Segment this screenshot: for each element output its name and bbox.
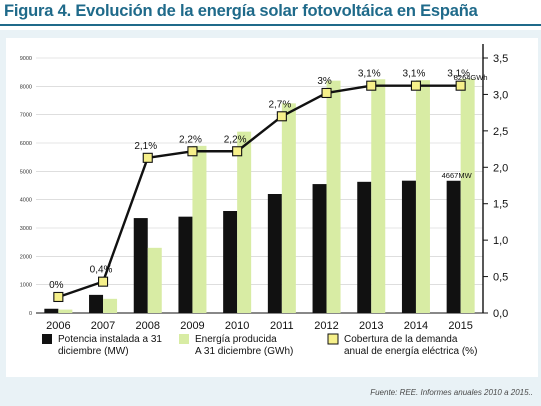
bar-energia bbox=[415, 80, 430, 313]
y-left-tick-label: 4000 bbox=[20, 198, 32, 204]
line-marker bbox=[366, 80, 377, 91]
legend-swatch bbox=[327, 333, 339, 345]
data-label-cobertura: 0% bbox=[49, 280, 64, 291]
line-marker bbox=[98, 276, 109, 287]
y-left-tick-label: 2000 bbox=[20, 254, 32, 260]
title-rule bbox=[0, 24, 541, 26]
x-tick-label: 2007 bbox=[91, 320, 115, 332]
data-label-cobertura: 2,7% bbox=[268, 99, 291, 110]
y-right-tick-label: 1,0 bbox=[493, 235, 508, 247]
annotation-label: 8264GWh bbox=[454, 73, 488, 82]
data-label-cobertura: 3,1% bbox=[403, 69, 426, 80]
data-label-cobertura: 0,4% bbox=[90, 265, 113, 276]
legend-label-line1: Potencia instalada a 31 bbox=[58, 334, 162, 345]
x-tick-label: 2012 bbox=[314, 320, 338, 332]
legend-swatch bbox=[179, 334, 189, 344]
figure-title: Figura 4. Evolución de la energía solar … bbox=[4, 2, 478, 20]
y-left-tick-label: 3000 bbox=[20, 226, 32, 232]
y-right-tick-label: 1,5 bbox=[493, 199, 508, 211]
bar-potencia bbox=[44, 308, 59, 313]
bar-potencia bbox=[446, 180, 461, 313]
x-tick-label: 2006 bbox=[46, 320, 70, 332]
line-cobertura bbox=[57, 84, 461, 299]
line-marker bbox=[455, 80, 466, 91]
bar-potencia bbox=[89, 294, 104, 313]
legend-label-line2: diciembre (MW) bbox=[58, 346, 129, 357]
x-tick-label: 2008 bbox=[136, 320, 160, 332]
y-right-tick-label: 3,5 bbox=[493, 53, 508, 65]
source-note: Fuente: REE. Informes anuales 2010 a 201… bbox=[370, 388, 533, 397]
data-label-cobertura: 2,2% bbox=[179, 134, 202, 145]
bar-energia bbox=[237, 131, 252, 313]
legend-swatch bbox=[42, 334, 52, 344]
x-tick-label: 2015 bbox=[448, 320, 472, 332]
y-left-tick-label: 6000 bbox=[20, 141, 32, 147]
bar-potencia bbox=[223, 211, 238, 313]
legend-label-line1: Energía producida bbox=[195, 334, 277, 345]
bar-potencia bbox=[357, 181, 372, 313]
bar-potencia bbox=[401, 180, 416, 313]
x-tick-label: 2011 bbox=[270, 320, 294, 332]
chart-panel: 0 1000 2000 3000 4000 5000 6000 7000 8000 9000 0,0… bbox=[0, 30, 541, 406]
x-tick-label: 2010 bbox=[225, 320, 249, 332]
bar-energia bbox=[192, 145, 207, 313]
line-marker bbox=[142, 152, 153, 163]
data-label-cobertura: 2,1% bbox=[134, 141, 157, 152]
bar-potencia bbox=[267, 194, 282, 313]
legend-label-line2: anual de energía eléctrica (%) bbox=[344, 346, 477, 357]
line-marker bbox=[187, 146, 198, 157]
x-tick-label: 2013 bbox=[359, 320, 383, 332]
bar-potencia bbox=[178, 216, 193, 313]
y-left-tick-label: 8000 bbox=[20, 84, 32, 90]
bar-energia bbox=[326, 80, 341, 313]
bar-energia bbox=[103, 298, 118, 313]
bar-energia bbox=[147, 247, 162, 313]
bar-energia bbox=[281, 103, 296, 313]
legend-label-line1: Cobertura de la demanda bbox=[344, 334, 458, 345]
bar-energia bbox=[371, 79, 386, 313]
annotation-label: 4667MW bbox=[442, 171, 473, 180]
line-marker bbox=[232, 146, 243, 157]
data-label-cobertura: 3,1% bbox=[358, 69, 381, 80]
line-marker bbox=[410, 80, 422, 91]
y-right-tick-label: 0,5 bbox=[493, 272, 508, 284]
bar-energia bbox=[58, 309, 73, 313]
bar-potencia bbox=[133, 218, 148, 313]
y-left-tick-label: 5000 bbox=[20, 169, 32, 175]
line-marker bbox=[321, 87, 332, 99]
data-label-cobertura: 2,2% bbox=[224, 134, 247, 145]
data-label-cobertura: 3% bbox=[317, 76, 332, 87]
y-right-tick-label: 2,5 bbox=[493, 126, 508, 138]
x-tick-label: 2009 bbox=[180, 320, 204, 332]
y-left-tick-label: 1000 bbox=[20, 283, 32, 289]
y-right-tick-label: 2,0 bbox=[493, 162, 508, 174]
line-marker bbox=[276, 111, 287, 122]
bar-energia bbox=[460, 78, 475, 313]
data-label-cobertura: 3,1% bbox=[447, 69, 470, 80]
x-tick-label: 2014 bbox=[404, 320, 428, 332]
bar-potencia bbox=[312, 184, 327, 313]
legend-label-line2: A 31 diciembre (GWh) bbox=[195, 346, 293, 357]
line-marker bbox=[53, 291, 64, 303]
y-left-tick-label: 7000 bbox=[20, 113, 32, 119]
chart-svg: 0 1000 2000 3000 4000 5000 6000 7000 8000 9000 0,0… bbox=[20, 44, 508, 357]
y-left-tick-label: 0 bbox=[29, 311, 32, 317]
y-right-tick-label: 0,0 bbox=[493, 308, 508, 320]
y-right-tick-label: 3,0 bbox=[493, 89, 508, 101]
y-left-tick-label: 9000 bbox=[20, 56, 32, 62]
plot-frame: 0 1000 2000 3000 4000 5000 6000 7000 8000 9000 0,0… bbox=[6, 38, 538, 377]
